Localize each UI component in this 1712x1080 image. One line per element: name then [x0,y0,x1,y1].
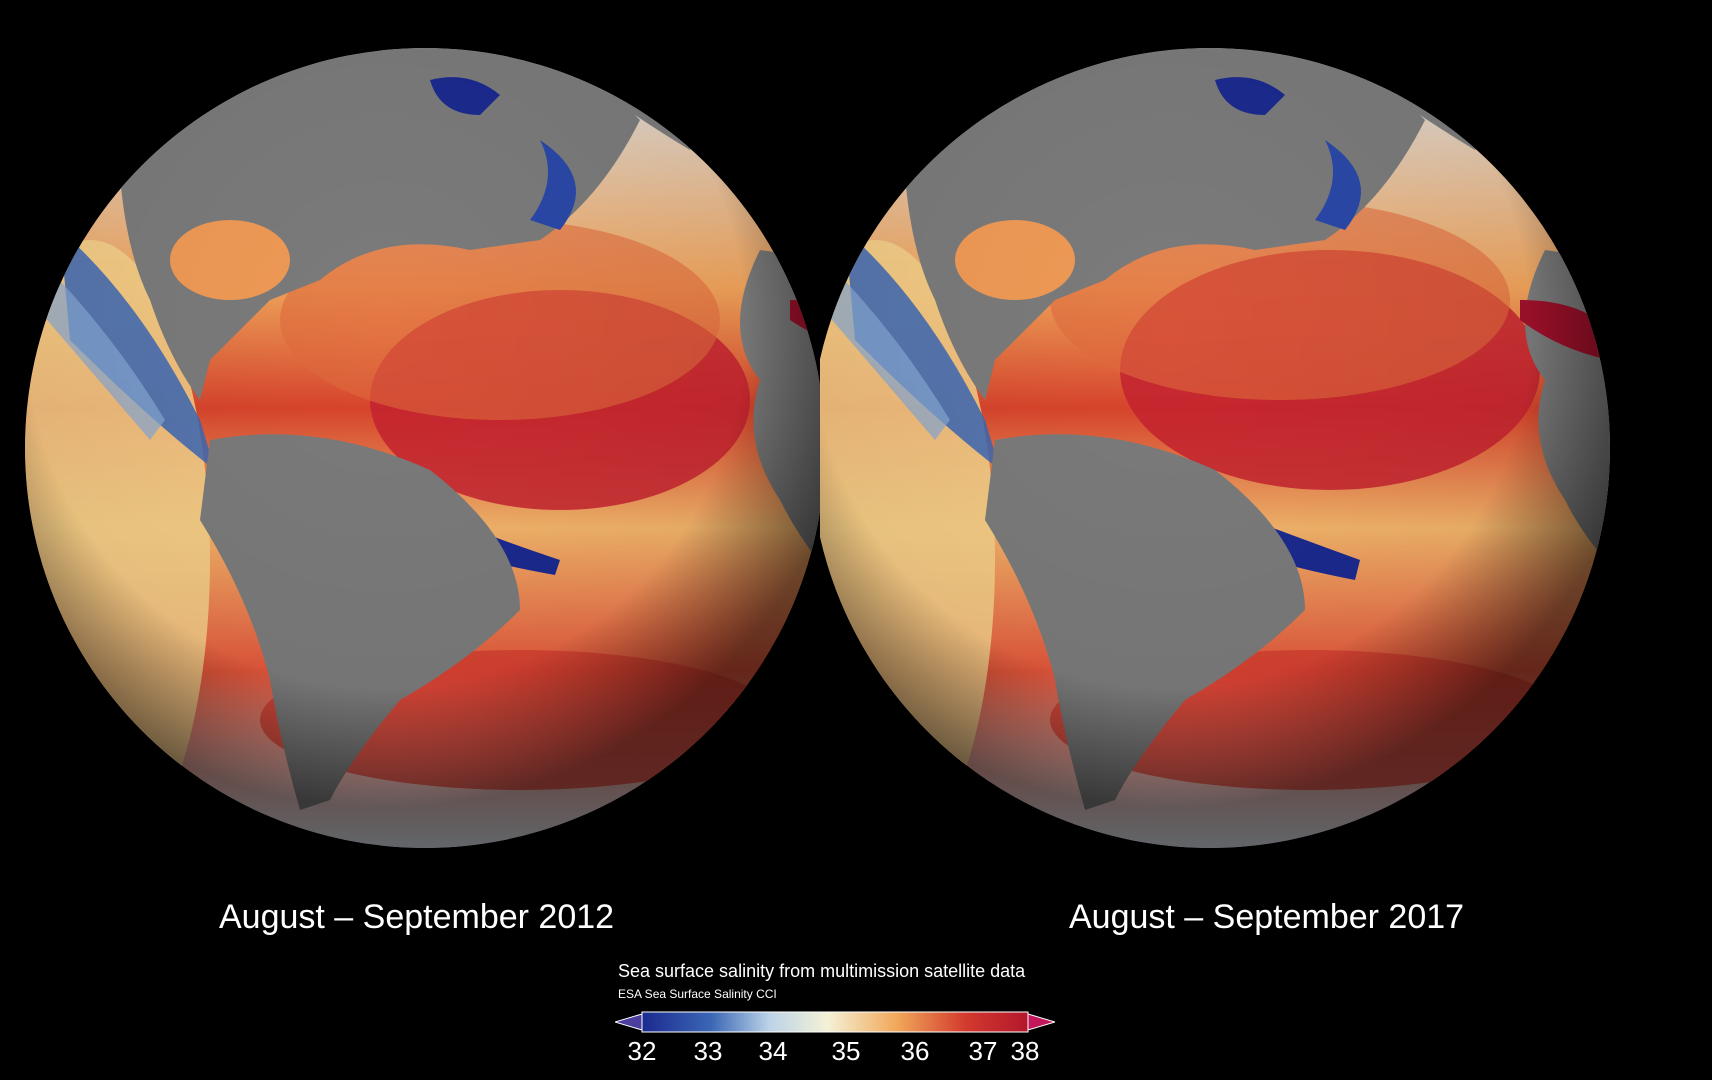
globe-2017 [820,48,1610,848]
tick-33: 33 [693,1036,723,1066]
salinity-colorbar [615,1011,1055,1033]
colorbar-min-arrow [615,1013,643,1031]
colorbar-max-arrow [1027,1013,1055,1031]
tick-37: 37 [968,1036,998,1066]
colorbar-gradient [641,1011,1029,1033]
legend-title: Sea surface salinity from multimission s… [618,961,1026,981]
tick-34: 34 [758,1036,788,1066]
tick-32: 32 [627,1036,657,1066]
caption-2012: August – September 2012 [219,898,615,936]
tick-35: 35 [831,1036,861,1066]
tick-36: 36 [900,1036,930,1066]
tick-38: 38 [1010,1036,1040,1066]
caption-2017: August – September 2017 [1069,898,1465,936]
globe-2012 [25,48,825,848]
legend-subtitle: ESA Sea Surface Salinity CCI [618,987,777,1001]
